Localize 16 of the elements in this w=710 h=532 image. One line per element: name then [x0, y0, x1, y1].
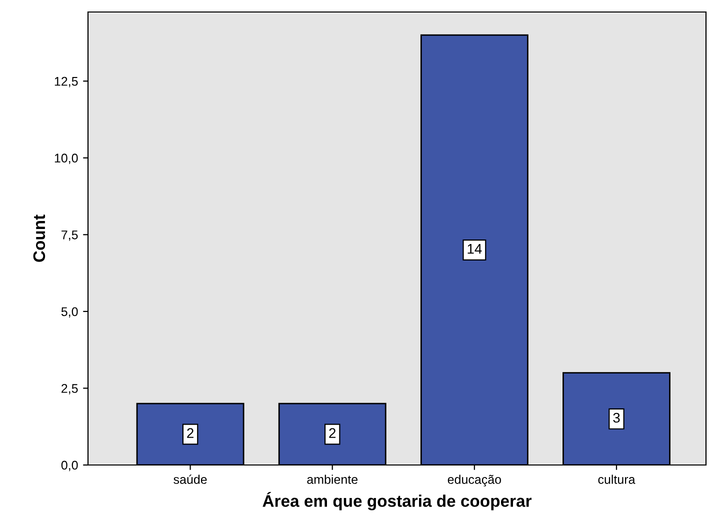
y-tick-label: 10,0 — [54, 154, 78, 164]
x-tick-label: ambiente — [307, 474, 358, 484]
y-tick-label: 12,5 — [54, 76, 78, 88]
data-label: 14 — [468, 244, 482, 254]
data-label: 2 — [187, 428, 194, 438]
x-tick-label: cultura — [598, 474, 636, 484]
data-label: 3 — [613, 412, 620, 423]
y-tick-label: 0,0 — [61, 460, 78, 472]
x-tick-label: saúde — [174, 474, 207, 484]
y-tick-label: 2,5 — [62, 384, 78, 394]
y-tick-label: 7,5 — [62, 230, 78, 241]
x-axis-title: Área em que gostaria de cooperar — [262, 492, 532, 510]
x-tick-label: educação — [448, 474, 502, 486]
y-tick-label: 5,0 — [61, 307, 78, 318]
y-axis-title: Count — [33, 214, 46, 262]
data-label: 2 — [329, 428, 336, 438]
